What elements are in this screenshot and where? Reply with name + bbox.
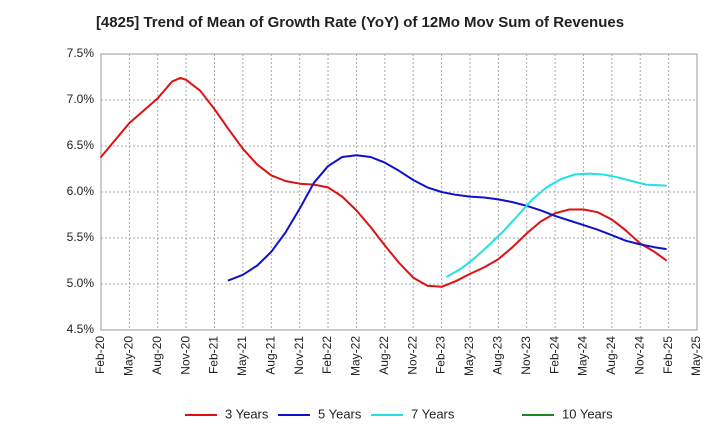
x-tick-label: May-21 [235,336,249,376]
grid-lines [101,54,697,330]
y-tick-label: 6.5% [67,138,95,152]
y-axis-ticks: 7.5% 7.0% 6.5% 6.0% 5.5% 5.0% 4.5% [67,46,95,336]
series-lines [100,76,667,288]
x-tick-label: Aug-20 [150,336,164,375]
x-tick-label: Feb-21 [207,336,221,374]
chart-title: [4825] Trend of Mean of Growth Rate (YoY… [95,14,625,31]
x-tick-label: Nov-21 [292,336,306,375]
legend: 3 Years 5 Years 7 Years 10 Years [185,406,613,421]
x-tick-label: May-24 [576,336,590,376]
x-tick-label: Feb-25 [661,336,675,374]
x-tick-label: May-25 [689,336,703,376]
series-line-5-years [227,154,667,282]
x-tick-label: Feb-22 [320,336,334,374]
y-tick-label: 7.0% [67,92,95,106]
series-line-7-years [446,172,667,278]
y-tick-label: 6.0% [67,184,95,198]
x-tick-label: Aug-22 [377,336,391,375]
y-tick-label: 7.5% [67,46,95,60]
y-tick-label: 5.5% [67,230,95,244]
x-tick-label: Feb-24 [547,336,561,374]
legend-label-5-years: 5 Years [318,406,362,421]
x-axis-ticks: Feb-20 May-20 Aug-20 Nov-20 Feb-21 May-21 Aug-… [93,336,703,376]
y-tick-label: 5.0% [67,276,95,290]
x-tick-label: Aug-21 [263,336,277,375]
legend-label-7-years: 7 Years [411,406,455,421]
x-tick-label: Nov-22 [405,336,419,375]
legend-label-3-years: 3 Years [225,406,269,421]
y-tick-label: 4.5% [67,322,95,336]
x-tick-label: May-22 [349,336,363,376]
x-tick-label: Aug-24 [604,336,618,375]
x-tick-label: May-20 [122,336,136,376]
legend-label-10-years: 10 Years [562,406,613,421]
series-line-3-years [100,76,667,288]
x-tick-label: Nov-20 [178,336,192,375]
x-tick-label: Nov-24 [632,336,646,375]
x-tick-label: Feb-23 [434,336,448,374]
x-tick-label: Feb-20 [93,336,107,374]
x-tick-label: May-23 [462,336,476,376]
x-tick-label: Aug-23 [491,336,505,375]
x-tick-label: Nov-23 [519,336,533,375]
